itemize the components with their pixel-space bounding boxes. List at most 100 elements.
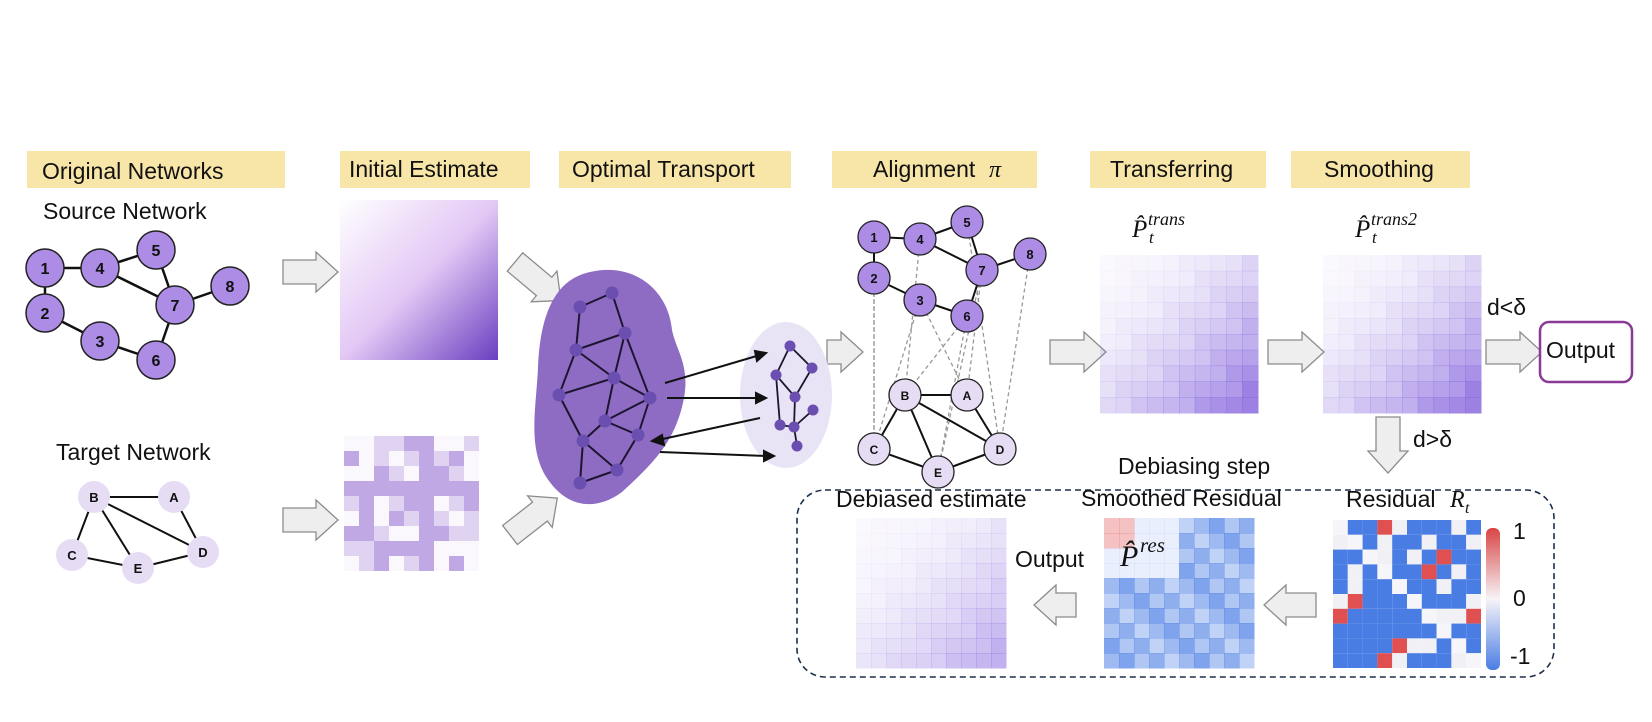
heatmap-cell — [1370, 334, 1387, 351]
matrix-cell — [404, 436, 419, 451]
heatmap-cell — [1242, 334, 1259, 351]
residual-cell — [1377, 608, 1393, 624]
smoothed-residual-cell — [1239, 608, 1255, 624]
heatmap-cell — [1131, 349, 1148, 367]
smoothed-residual-cell — [1209, 548, 1225, 564]
residual-cell — [1377, 638, 1393, 654]
smoothed-residual-cell — [1209, 608, 1225, 624]
heatmap-cell — [1417, 286, 1435, 303]
heatmap-cell — [1323, 270, 1340, 288]
heatmap-cell — [856, 653, 872, 669]
heatmap-cell — [1323, 255, 1340, 272]
matrix-cell — [359, 451, 374, 466]
arrow-transfer-to-smooth — [1267, 330, 1325, 374]
heatmap-cell — [1402, 349, 1419, 367]
heatmap-cell — [976, 578, 992, 594]
heatmap-cell — [916, 563, 932, 579]
residual-cell — [1451, 638, 1467, 654]
heatmap-cell — [1226, 365, 1243, 382]
alignment-source-node-1 — [857, 220, 891, 254]
heatmap-cell — [991, 593, 1007, 609]
header-smoothing-box — [1291, 151, 1470, 188]
smoothed-residual-cell — [1164, 593, 1180, 609]
heatmap-cell — [1386, 365, 1403, 382]
heatmap-cell — [991, 548, 1007, 564]
residual-cell — [1451, 534, 1467, 550]
heatmap-cell — [1338, 397, 1356, 414]
source-node-label: 7 — [171, 298, 180, 315]
target-node-label: A — [169, 490, 179, 505]
residual-cell — [1466, 623, 1481, 639]
heatmap-cell — [916, 518, 932, 534]
heatmap-cell — [1179, 349, 1196, 367]
arrow-ot-to-alignment — [826, 330, 864, 374]
target-node-D — [187, 536, 219, 568]
smoothed-residual-cell — [1209, 533, 1225, 549]
heatmap-cell — [1147, 365, 1164, 382]
heatmap-cell — [1386, 302, 1403, 319]
smoothed-residual-cell — [1164, 623, 1180, 639]
heatmap-cell — [1100, 286, 1117, 303]
ot-node — [610, 463, 624, 477]
matrix-cell — [374, 481, 389, 496]
header-alignment-symbol: π — [989, 157, 1002, 183]
residual-cell — [1333, 653, 1348, 668]
matrix-cell — [404, 511, 419, 526]
target-node-B — [78, 481, 110, 513]
heatmap-cell — [1226, 349, 1243, 367]
heatmap-cell — [1131, 397, 1148, 414]
ot-small-node — [784, 340, 796, 352]
source-node-1 — [25, 248, 65, 288]
header-optimal-transport-box — [559, 151, 791, 188]
matrix-cell — [434, 556, 449, 571]
smoothed-residual-cell — [1239, 638, 1255, 654]
heatmap-cell — [901, 623, 917, 639]
smoothed-residual-cell — [1179, 578, 1195, 594]
heatmap-cell — [961, 608, 977, 624]
residual-cell — [1347, 534, 1363, 550]
heatmap-cell — [1100, 381, 1117, 398]
heatmap-cell — [1323, 286, 1340, 303]
smoothed-residual-cell — [1194, 608, 1210, 624]
heatmap-cell — [1115, 365, 1133, 382]
smoothed-residual-cell — [1104, 653, 1120, 669]
residual-cell — [1436, 608, 1452, 624]
smoothed-residual-cell — [1239, 653, 1255, 669]
smoothed-residual-cell — [1239, 533, 1255, 549]
heatmap-cell — [1210, 365, 1227, 382]
heatmap-cell — [1386, 397, 1403, 414]
heatmap-cell — [1417, 302, 1435, 319]
source-node-label: 5 — [152, 243, 161, 260]
residual-cell — [1333, 608, 1348, 624]
p-trans2-hat: P̂ — [1354, 215, 1370, 243]
arrow-matrix-to-ot — [501, 495, 559, 546]
heatmap-cell — [1370, 255, 1387, 272]
heatmap-cell — [1417, 381, 1435, 398]
heatmap-cell — [1163, 318, 1180, 335]
heatmap-cell — [1100, 349, 1117, 367]
heatmap-cell — [991, 518, 1007, 534]
matrix-cell — [389, 466, 404, 481]
residual-cell — [1362, 594, 1378, 609]
alignment-target-label: A — [963, 389, 972, 403]
smoothed-residual-cell — [1119, 638, 1135, 654]
heatmap-cell — [886, 548, 902, 564]
heatmap-cell — [961, 518, 977, 534]
smoothed-residual-cell — [1179, 548, 1195, 564]
heatmap-cell — [1226, 286, 1243, 303]
matrix-cell — [464, 466, 479, 481]
heatmap-cell — [1147, 334, 1164, 351]
heatmap-cell — [1179, 255, 1196, 272]
heatmap-cell — [1465, 302, 1482, 319]
heatmap-cell — [1210, 349, 1227, 367]
smoothed-residual-cell — [1134, 533, 1150, 549]
residual-cell — [1347, 638, 1363, 654]
smoothed-residual-cell — [1179, 533, 1195, 549]
residual-cell — [1347, 608, 1363, 624]
heatmap-cell — [1338, 302, 1356, 319]
smoothed-residual-cell — [1224, 623, 1240, 639]
residual-cell — [1333, 594, 1348, 609]
heatmap-cell — [1370, 381, 1387, 398]
heatmap-cell — [1402, 302, 1419, 319]
alignment-source-node-7 — [965, 253, 999, 287]
